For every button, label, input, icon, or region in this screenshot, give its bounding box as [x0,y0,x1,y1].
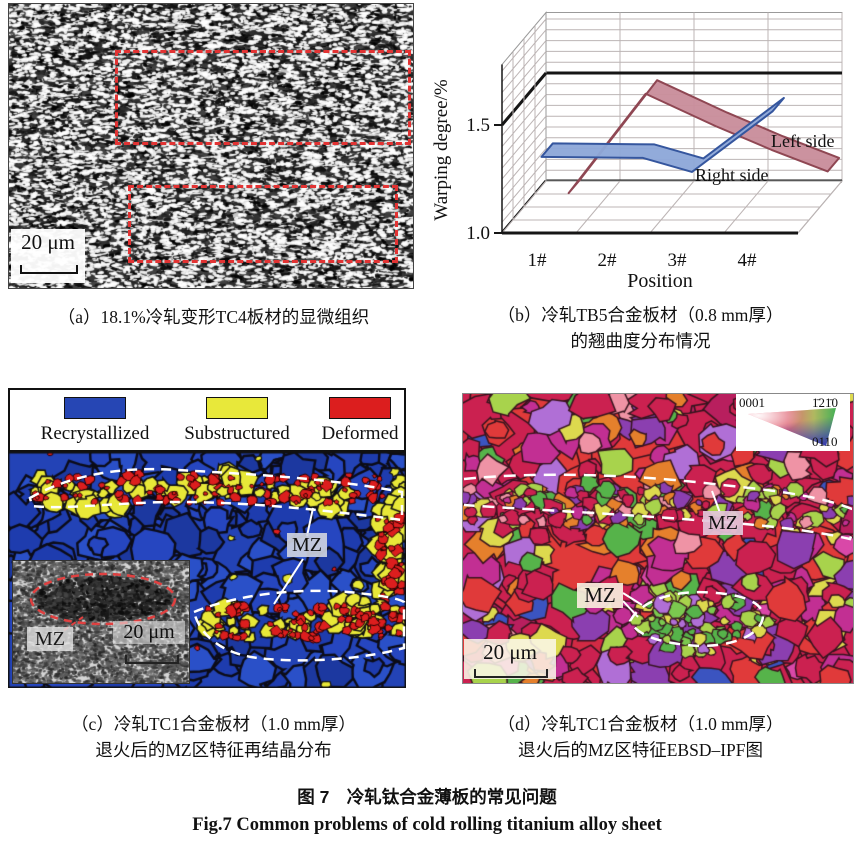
svg-text:1#: 1# [528,250,548,271]
inset-mz-label: MZ [27,627,73,651]
figure-caption-zh: 图 7 冷轧钛合金薄板的常见问题 [297,787,557,807]
panel-a-micrograph: 20 μm [8,3,414,289]
recrystallized-swatch [64,397,126,419]
caption-c-line2: 退火后的MZ区特征再结晶分布 [95,740,332,760]
scale-bar-d-bracket [474,669,548,678]
ipf-label-0001: 0001 [739,395,765,410]
caption-d: （d）冷轧TC1合金板材（1.0 mm厚） 退火后的MZ区特征EBSD–IPF图 [427,711,854,763]
svg-text:Warping degree/%: Warping degree/% [431,79,452,221]
caption-a: （a）18.1%冷轧变形TC4板材的显微组织 [57,307,370,327]
caption-d-line2: 退火后的MZ区特征EBSD–IPF图 [517,740,764,760]
ipf-label-1210: 1̄21̄0 [812,395,838,410]
recrystallization-map: MZ MZ 20 μm [8,452,406,688]
svg-text:Left side: Left side [771,131,834,151]
ipf-label-0110: 0110 [812,434,838,449]
scale-bar-a-label: 20 μm [21,230,75,254]
roi-box-upper [115,50,411,145]
recrystallized-label: Recrystallized [40,423,150,444]
svg-text:1.0: 1.0 [466,223,490,244]
svg-text:Right side: Right side [695,165,769,185]
scale-bar-a: 20 μm [11,229,85,283]
deformed-label: Deformed [321,423,399,444]
ipf-color-key: 0001 1̄21̄0 0110 [736,394,850,451]
legend-item-deformed: Deformed [314,397,406,447]
mz-label-d-1: MZ [703,511,743,535]
svg-text:3#: 3# [668,250,688,271]
panel-c-inset-micrograph: MZ 20 μm [12,560,190,684]
caption-b-line2: 的翘曲度分布情况 [570,331,711,351]
svg-text:1.5: 1.5 [466,115,490,136]
inset-scale-bracket [125,655,179,664]
roi-box-lower [128,185,398,263]
svg-text:4#: 4# [738,250,758,271]
ebsd-phase-legend: Recrystallized Substructured Deformed [8,388,406,452]
caption-b: （b）冷轧TB5合金板材（0.8 mm厚） 的翘曲度分布情况 [427,302,854,354]
caption-c-line1: （c）冷轧TC1合金板材（1.0 mm厚） [71,714,356,734]
svg-text:2#: 2# [598,250,618,271]
deformed-swatch [329,397,391,419]
scale-bar-d: 20 μm [464,639,556,679]
legend-item-substructured: Substructured [178,397,296,447]
figure-caption-en: Fig.7 Common problems of cold rolling ti… [192,815,662,835]
panel-d-ipf-map: MZ MZ 20 μm [462,393,854,684]
caption-c: （c）冷轧TC1合金板材（1.0 mm厚） 退火后的MZ区特征再结晶分布 [0,711,427,763]
mz-label-d-2: MZ [577,583,623,608]
mz-label-c: MZ [287,533,327,557]
scale-bar-a-bracket [20,265,78,274]
panel-b-chart: 1.0 1.5 Warping degree/% Left side Right sid… [430,0,854,292]
legend-item-recrystallized: Recrystallized [33,397,157,447]
caption-d-line1: （d）冷轧TC1合金板材（1.0 mm厚） [497,714,784,734]
scale-bar-d-label: 20 μm [483,640,537,664]
substructured-label: Substructured [184,423,290,444]
svg-text:Position: Position [627,270,693,290]
substructured-swatch [206,397,268,419]
caption-b-line1: （b）冷轧TB5合金板材（0.8 mm厚） [497,305,784,325]
inset-scale-label: 20 μm [113,621,185,644]
panel-c-ebsd-map: Recrystallized Substructured Deformed MZ [8,388,406,688]
